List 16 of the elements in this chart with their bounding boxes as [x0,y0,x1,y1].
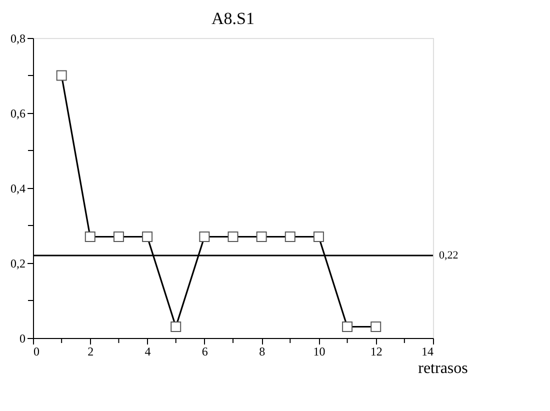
y-tick-label: 0,2 [10,256,26,270]
x-tick-label: 2 [88,344,94,358]
y-tick-label: 0,4 [10,182,26,196]
y-tick-label: 0 [20,332,26,346]
x-axis-title: retrasos [418,360,468,377]
x-tick-label: 4 [144,344,151,358]
x-tick-label: 10 [313,344,326,358]
y-tick-label: 0,6 [10,106,26,120]
x-tick-label: 8 [259,344,266,358]
chart-title: A8.S1 [212,9,254,28]
x-tick-label: 0 [34,344,40,358]
x-tick-label: 6 [202,344,208,358]
y-tick-label: 0,8 [10,32,26,46]
ref-line-label: 0,22 [439,250,458,262]
x-tick-label: 14 [422,344,434,358]
x-tick-label: 12 [370,344,382,358]
